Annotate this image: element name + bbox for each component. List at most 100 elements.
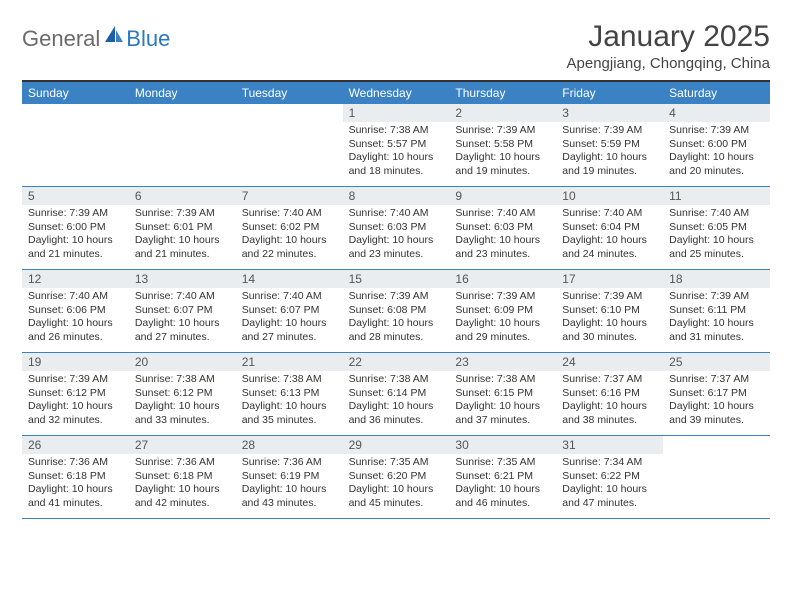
calendar-cell: 13Sunrise: 7:40 AMSunset: 6:07 PMDayligh… [129, 270, 236, 352]
day-number: 20 [129, 353, 236, 371]
sunset-text: Sunset: 6:17 PM [669, 387, 764, 401]
day-details: Sunrise: 7:40 AMSunset: 6:04 PMDaylight:… [556, 205, 663, 266]
day-details: Sunrise: 7:37 AMSunset: 6:17 PMDaylight:… [663, 371, 770, 432]
day-details: Sunrise: 7:36 AMSunset: 6:18 PMDaylight:… [129, 454, 236, 515]
day-number: 24 [556, 353, 663, 371]
calendar-cell: 14Sunrise: 7:40 AMSunset: 6:07 PMDayligh… [236, 270, 343, 352]
sunrise-text: Sunrise: 7:40 AM [349, 207, 444, 221]
day-details: Sunrise: 7:40 AMSunset: 6:02 PMDaylight:… [236, 205, 343, 266]
calendar-cell: 6Sunrise: 7:39 AMSunset: 6:01 PMDaylight… [129, 187, 236, 269]
sunrise-text: Sunrise: 7:37 AM [562, 373, 657, 387]
calendar-cell: 15Sunrise: 7:39 AMSunset: 6:08 PMDayligh… [343, 270, 450, 352]
calendar: SundayMondayTuesdayWednesdayThursdayFrid… [22, 80, 770, 519]
day-number: 17 [556, 270, 663, 288]
day-details: Sunrise: 7:38 AMSunset: 5:57 PMDaylight:… [343, 122, 450, 183]
day-number: 18 [663, 270, 770, 288]
day-details: Sunrise: 7:38 AMSunset: 6:12 PMDaylight:… [129, 371, 236, 432]
weekday-label: Monday [129, 82, 236, 104]
sunrise-text: Sunrise: 7:35 AM [455, 456, 550, 470]
day-details: Sunrise: 7:39 AMSunset: 6:11 PMDaylight:… [663, 288, 770, 349]
sunrise-text: Sunrise: 7:38 AM [455, 373, 550, 387]
day-number: 29 [343, 436, 450, 454]
logo: General Blue [22, 26, 170, 52]
calendar-cell: 23Sunrise: 7:38 AMSunset: 6:15 PMDayligh… [449, 353, 556, 435]
sunrise-text: Sunrise: 7:39 AM [349, 290, 444, 304]
daylight-text: Daylight: 10 hours and 23 minutes. [455, 234, 550, 261]
day-number: 5 [22, 187, 129, 205]
sunset-text: Sunset: 5:57 PM [349, 138, 444, 152]
sunrise-text: Sunrise: 7:40 AM [135, 290, 230, 304]
calendar-cell: 20Sunrise: 7:38 AMSunset: 6:12 PMDayligh… [129, 353, 236, 435]
calendar-cell [22, 104, 129, 186]
daylight-text: Daylight: 10 hours and 24 minutes. [562, 234, 657, 261]
daylight-text: Daylight: 10 hours and 42 minutes. [135, 483, 230, 510]
calendar-cell: 7Sunrise: 7:40 AMSunset: 6:02 PMDaylight… [236, 187, 343, 269]
calendar-cell: 19Sunrise: 7:39 AMSunset: 6:12 PMDayligh… [22, 353, 129, 435]
daylight-text: Daylight: 10 hours and 33 minutes. [135, 400, 230, 427]
day-details: Sunrise: 7:40 AMSunset: 6:03 PMDaylight:… [343, 205, 450, 266]
logo-text-blue: Blue [126, 26, 170, 52]
page-subtitle: Apengjiang, Chongqing, China [567, 55, 771, 72]
page-title: January 2025 [567, 20, 771, 54]
day-number: 22 [343, 353, 450, 371]
weekday-header: SundayMondayTuesdayWednesdayThursdayFrid… [22, 82, 770, 104]
logo-text-general: General [22, 26, 100, 52]
daylight-text: Daylight: 10 hours and 22 minutes. [242, 234, 337, 261]
day-details: Sunrise: 7:39 AMSunset: 6:12 PMDaylight:… [22, 371, 129, 432]
sunrise-text: Sunrise: 7:39 AM [669, 124, 764, 138]
sunrise-text: Sunrise: 7:38 AM [135, 373, 230, 387]
sunset-text: Sunset: 6:07 PM [242, 304, 337, 318]
weekday-label: Wednesday [343, 82, 450, 104]
day-number: 8 [343, 187, 450, 205]
daylight-text: Daylight: 10 hours and 28 minutes. [349, 317, 444, 344]
sunset-text: Sunset: 6:05 PM [669, 221, 764, 235]
sunset-text: Sunset: 6:03 PM [349, 221, 444, 235]
day-number: 11 [663, 187, 770, 205]
sunset-text: Sunset: 6:03 PM [455, 221, 550, 235]
calendar-week: 26Sunrise: 7:36 AMSunset: 6:18 PMDayligh… [22, 436, 770, 519]
daylight-text: Daylight: 10 hours and 30 minutes. [562, 317, 657, 344]
sunrise-text: Sunrise: 7:36 AM [242, 456, 337, 470]
day-number: 19 [22, 353, 129, 371]
calendar-cell [663, 436, 770, 518]
sunset-text: Sunset: 6:11 PM [669, 304, 764, 318]
weekday-label: Thursday [449, 82, 556, 104]
calendar-cell: 27Sunrise: 7:36 AMSunset: 6:18 PMDayligh… [129, 436, 236, 518]
sunrise-text: Sunrise: 7:39 AM [562, 124, 657, 138]
sunset-text: Sunset: 6:21 PM [455, 470, 550, 484]
sunrise-text: Sunrise: 7:35 AM [349, 456, 444, 470]
day-number: 3 [556, 104, 663, 122]
sunrise-text: Sunrise: 7:38 AM [349, 373, 444, 387]
daylight-text: Daylight: 10 hours and 19 minutes. [562, 151, 657, 178]
calendar-cell: 17Sunrise: 7:39 AMSunset: 6:10 PMDayligh… [556, 270, 663, 352]
sunset-text: Sunset: 6:20 PM [349, 470, 444, 484]
daylight-text: Daylight: 10 hours and 47 minutes. [562, 483, 657, 510]
daylight-text: Daylight: 10 hours and 21 minutes. [28, 234, 123, 261]
sunrise-text: Sunrise: 7:40 AM [242, 207, 337, 221]
day-number: 10 [556, 187, 663, 205]
day-details: Sunrise: 7:35 AMSunset: 6:21 PMDaylight:… [449, 454, 556, 515]
daylight-text: Daylight: 10 hours and 19 minutes. [455, 151, 550, 178]
sunrise-text: Sunrise: 7:39 AM [135, 207, 230, 221]
sunrise-text: Sunrise: 7:37 AM [669, 373, 764, 387]
day-number [129, 104, 236, 122]
calendar-cell: 2Sunrise: 7:39 AMSunset: 5:58 PMDaylight… [449, 104, 556, 186]
sunset-text: Sunset: 6:12 PM [28, 387, 123, 401]
day-details: Sunrise: 7:39 AMSunset: 5:58 PMDaylight:… [449, 122, 556, 183]
day-details: Sunrise: 7:39 AMSunset: 5:59 PMDaylight:… [556, 122, 663, 183]
sunset-text: Sunset: 6:04 PM [562, 221, 657, 235]
sunset-text: Sunset: 6:06 PM [28, 304, 123, 318]
sunset-text: Sunset: 6:09 PM [455, 304, 550, 318]
sunset-text: Sunset: 6:19 PM [242, 470, 337, 484]
daylight-text: Daylight: 10 hours and 27 minutes. [242, 317, 337, 344]
day-details: Sunrise: 7:40 AMSunset: 6:07 PMDaylight:… [236, 288, 343, 349]
daylight-text: Daylight: 10 hours and 46 minutes. [455, 483, 550, 510]
sunset-text: Sunset: 6:02 PM [242, 221, 337, 235]
sunset-text: Sunset: 6:18 PM [135, 470, 230, 484]
daylight-text: Daylight: 10 hours and 43 minutes. [242, 483, 337, 510]
day-details: Sunrise: 7:40 AMSunset: 6:05 PMDaylight:… [663, 205, 770, 266]
daylight-text: Daylight: 10 hours and 23 minutes. [349, 234, 444, 261]
weekday-label: Tuesday [236, 82, 343, 104]
calendar-week: 5Sunrise: 7:39 AMSunset: 6:00 PMDaylight… [22, 187, 770, 270]
day-details: Sunrise: 7:39 AMSunset: 6:10 PMDaylight:… [556, 288, 663, 349]
